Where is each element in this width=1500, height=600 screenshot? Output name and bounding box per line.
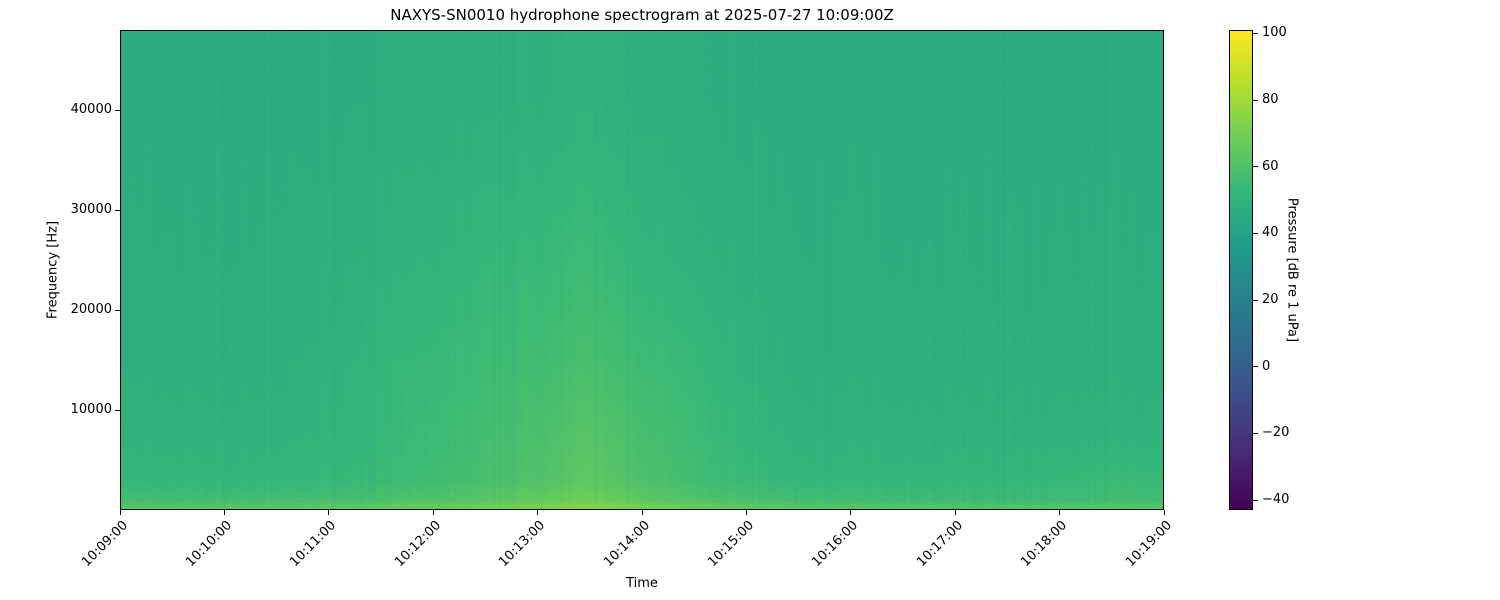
x-tick-label: 10:19:00 xyxy=(1122,518,1175,570)
y-tick-label: 30000 xyxy=(70,202,112,217)
x-tick-label: 10:18:00 xyxy=(1018,518,1071,570)
colorbar-tick-label: −20 xyxy=(1262,425,1290,441)
colorbar-gradient xyxy=(1230,31,1252,509)
y-tick-label: 40000 xyxy=(70,102,112,117)
plot-area xyxy=(120,30,1164,510)
x-tick-mark xyxy=(328,510,330,515)
x-tick-label: 10:16:00 xyxy=(809,518,862,570)
colorbar-tick-mark xyxy=(1253,366,1258,368)
x-tick-mark xyxy=(1163,510,1165,515)
x-tick-mark xyxy=(119,510,121,515)
colorbar-tick-mark xyxy=(1253,32,1258,34)
x-tick-mark xyxy=(223,510,225,515)
x-tick-label: 10:11:00 xyxy=(287,518,340,570)
colorbar-tick-mark xyxy=(1253,232,1258,234)
colorbar-tick-label: 0 xyxy=(1262,358,1271,374)
x-tick-label: 10:09:00 xyxy=(78,518,131,570)
spectrogram-heatmap xyxy=(121,31,1163,509)
x-tick-label: 10:14:00 xyxy=(600,518,653,570)
colorbar-tick-mark xyxy=(1253,299,1258,301)
x-tick-mark xyxy=(432,510,434,515)
x-tick-mark xyxy=(641,510,643,515)
x-tick-mark xyxy=(954,510,956,515)
colorbar-label: Pressure [dB re 1 uPa] xyxy=(1284,197,1300,343)
y-tick-mark xyxy=(115,409,120,411)
x-tick-mark xyxy=(1059,510,1061,515)
colorbar-tick-label: 40 xyxy=(1262,225,1279,241)
colorbar-tick-label: 100 xyxy=(1262,25,1287,41)
x-tick-label: 10:10:00 xyxy=(183,518,236,570)
y-tick-mark xyxy=(115,209,120,211)
x-axis-label: Time xyxy=(626,576,658,591)
colorbar-tick-label: 20 xyxy=(1262,292,1279,307)
x-tick-mark xyxy=(745,510,747,515)
chart-title: NAXYS-SN0010 hydrophone spectrogram at 2… xyxy=(390,6,894,24)
x-tick-label: 10:12:00 xyxy=(391,518,444,570)
x-tick-mark xyxy=(850,510,852,515)
y-tick-mark xyxy=(115,109,120,111)
y-tick-mark xyxy=(115,309,120,311)
colorbar-tick-label: 80 xyxy=(1262,92,1279,107)
colorbar-tick-mark xyxy=(1253,166,1258,168)
x-tick-label: 10:15:00 xyxy=(705,518,758,570)
colorbar-tick-mark xyxy=(1253,432,1258,434)
colorbar-tick-label: 60 xyxy=(1262,158,1279,174)
x-tick-label: 10:17:00 xyxy=(913,518,966,570)
colorbar xyxy=(1229,30,1253,510)
y-axis-label: Frequency [Hz] xyxy=(45,220,61,320)
y-tick-label: 10000 xyxy=(70,402,112,417)
y-tick-label: 20000 xyxy=(70,302,112,317)
x-tick-mark xyxy=(537,510,539,515)
colorbar-tick-label: −40 xyxy=(1262,492,1290,507)
colorbar-tick-mark xyxy=(1253,99,1258,101)
x-tick-label: 10:13:00 xyxy=(496,518,549,570)
colorbar-tick-mark xyxy=(1253,499,1258,501)
